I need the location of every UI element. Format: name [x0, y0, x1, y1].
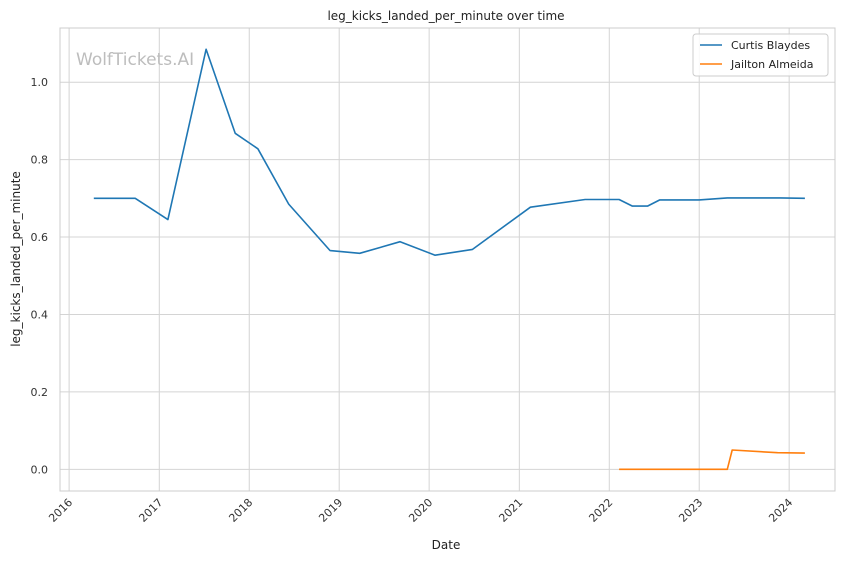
y-axis-title: leg_kicks_landed_per_minute	[9, 171, 23, 347]
x-tick-label: 2018	[226, 496, 255, 525]
x-axis-title: Date	[432, 538, 461, 552]
legend-label-jailton-almeida: Jailton Almeida	[730, 58, 813, 71]
x-tick-label: 2023	[676, 496, 705, 525]
series-layer	[93, 48, 805, 471]
y-tick-label: 0.4	[31, 308, 49, 321]
legend: Curtis Blaydes Jailton Almeida	[692, 33, 829, 77]
y-tick-label: 0.0	[31, 463, 49, 476]
legend-box	[692, 33, 829, 77]
y-tick-label: 0.6	[31, 231, 49, 244]
x-tick-label: 2022	[586, 496, 615, 525]
y-tick-label: 1.0	[31, 76, 49, 89]
x-axis-ticks: 2016 2017 2018 2019 2020 2021 2022 2023 2024	[46, 496, 795, 525]
x-tick-label: 2024	[766, 496, 795, 525]
x-tick-label: 2016	[46, 496, 75, 525]
y-tick-label: 0.2	[31, 386, 49, 399]
x-tick-label: 2019	[316, 496, 345, 525]
x-tick-label: 2020	[406, 496, 435, 525]
x-tick-label: 2021	[496, 496, 525, 525]
legend-label-curtis-blaydes: Curtis Blaydes	[731, 39, 810, 52]
series-line-curtis-blaydes	[93, 48, 805, 256]
x-tick-label: 2017	[136, 496, 165, 525]
watermark: WolfTickets.AI	[76, 50, 194, 70]
chart-title: leg_kicks_landed_per_minute over time	[327, 9, 564, 23]
y-tick-label: 0.8	[31, 154, 49, 167]
y-axis-ticks: 0.0 0.2 0.4 0.6 0.8 1.0	[31, 76, 49, 476]
grid-lines	[60, 28, 835, 491]
series-line-jailton-almeida	[619, 449, 805, 471]
plot-area-frame	[59, 27, 836, 492]
